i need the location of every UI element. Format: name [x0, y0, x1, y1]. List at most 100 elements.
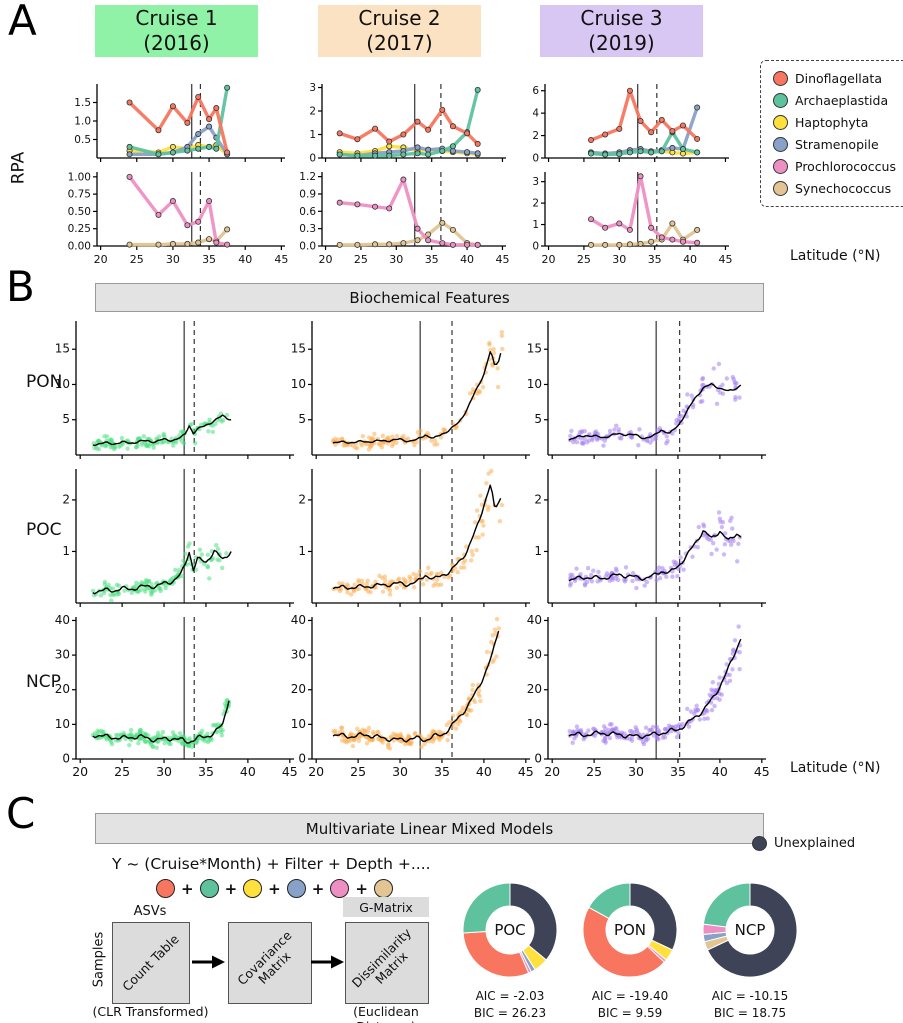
taxon-circle-icon — [156, 879, 175, 898]
count-table-box: Count Table — [112, 922, 190, 1004]
svg-text:0: 0 — [532, 153, 539, 165]
plus-sign: + — [268, 879, 281, 898]
svg-text:1: 1 — [62, 544, 70, 558]
svg-text:25: 25 — [350, 764, 366, 779]
svg-text:10: 10 — [527, 377, 542, 391]
legend-item: Prochlorococcus — [773, 159, 896, 174]
svg-text:5: 5 — [534, 412, 542, 426]
legend-label: Archaeplastida — [795, 93, 889, 108]
svg-text:0.6: 0.6 — [299, 206, 316, 218]
mixed-models-title: Multivariate Linear Mixed Models — [305, 819, 554, 838]
ncp-aic: AIC = -10.15 — [711, 989, 789, 1003]
svg-text:45: 45 — [518, 764, 534, 779]
svg-text:5: 5 — [62, 412, 70, 426]
panel-c-label: C — [6, 789, 36, 838]
donut-ncp: NCP — [702, 882, 798, 978]
pon-bic: BIC = 9.59 — [597, 1006, 663, 1021]
mixed-models-header: Multivariate Linear Mixed Models — [95, 813, 764, 844]
svg-text:1.0: 1.0 — [74, 116, 91, 128]
svg-text:40: 40 — [55, 613, 70, 627]
samples-label: Samples — [91, 931, 107, 988]
svg-text:0.9: 0.9 — [299, 188, 316, 200]
ncp-bic: BIC = 18.75 — [713, 1006, 787, 1021]
svg-text:20: 20 — [291, 682, 306, 696]
svg-text:20: 20 — [544, 764, 560, 779]
plot-ncp-cruise3: 0 10 20 30 40 20 25 30 35 40 45 — [527, 613, 770, 779]
svg-text:POC: POC — [494, 921, 525, 939]
svg-text:35: 35 — [670, 764, 686, 779]
legend-item: Dinoflagellata — [773, 71, 896, 86]
legend-swatch-icon — [773, 93, 788, 108]
svg-text:20: 20 — [308, 764, 324, 779]
legend-label: Prochlorococcus — [795, 159, 896, 174]
svg-text:1: 1 — [309, 129, 316, 141]
svg-text:0.3: 0.3 — [299, 223, 316, 235]
svg-text:10: 10 — [527, 717, 542, 731]
donut-poc: POC — [462, 882, 558, 978]
taxon-circle-icon — [243, 879, 263, 898]
clr-transformed-caption: (CLR Transformed) — [92, 1004, 209, 1019]
dissimilarity-matrix-box: Dissimilarity Matrix — [345, 922, 429, 1004]
legend-label: Synechococcus — [795, 181, 892, 196]
svg-text:0.00: 0.00 — [68, 241, 91, 253]
row-label-poc: POC — [26, 520, 62, 540]
legend-label: Dinoflagellata — [795, 71, 882, 86]
svg-text:20: 20 — [94, 253, 108, 266]
plot-pon-cruise1: 5 10 15 — [55, 321, 294, 459]
plus-sign: + — [311, 879, 325, 898]
asvs-label: ASVs — [133, 904, 167, 919]
model-formula: Y ~ (Cruise*Month) + Filter + Depth +...… — [112, 855, 431, 873]
svg-text:35: 35 — [425, 253, 439, 266]
poc-aic: AIC = -2.03 — [475, 989, 545, 1003]
svg-text:30: 30 — [291, 648, 306, 662]
svg-text:30: 30 — [166, 253, 180, 266]
flow-arrow-icon — [311, 955, 344, 969]
legend-label: Stramenopile — [795, 137, 879, 152]
svg-text:35: 35 — [434, 764, 450, 779]
svg-text:10: 10 — [55, 377, 70, 391]
svg-text:2: 2 — [309, 106, 316, 118]
plot-ncp-cruise1: 0 10 20 30 40 20 25 30 35 40 45 — [55, 613, 298, 779]
plot-rpa-eukaryote-cruise2: 0 1 2 3 — [309, 82, 506, 165]
latitude-axis-label-a: Latitude (°N) — [790, 248, 881, 264]
cruise-1-year: (2016) — [143, 31, 210, 55]
row-label-pon: PON — [26, 372, 63, 392]
taxon-circle-icon — [286, 879, 306, 898]
legend-item: Stramenopile — [773, 137, 896, 152]
svg-text:0.75: 0.75 — [68, 189, 91, 201]
svg-text:2: 2 — [534, 492, 542, 506]
cruise-3-title: Cruise 3 — [580, 6, 663, 30]
plus-sign: + — [224, 879, 238, 898]
taxa-legend: Dinoflagellata Archaeplastida Haptophyta St… — [760, 60, 903, 207]
svg-text:25: 25 — [586, 764, 602, 779]
pon-aic: AIC = -19.40 — [591, 989, 669, 1003]
svg-text:0: 0 — [62, 752, 70, 766]
svg-text:2: 2 — [298, 492, 306, 506]
svg-text:30: 30 — [392, 764, 408, 779]
svg-text:45: 45 — [718, 253, 732, 266]
g-matrix-label: G-Matrix — [343, 897, 429, 917]
taxon-circle-icon — [373, 879, 393, 898]
latitude-axis-label-b: Latitude (°N) — [790, 760, 881, 776]
unexplained-swatch — [752, 836, 767, 851]
svg-text:1: 1 — [532, 219, 539, 231]
svg-text:2: 2 — [532, 198, 539, 210]
rpa-axis-label: RPA — [8, 151, 29, 185]
legend-swatch-icon — [773, 159, 788, 174]
svg-text:40: 40 — [683, 253, 697, 266]
svg-text:35: 35 — [202, 253, 216, 266]
svg-text:0: 0 — [532, 241, 539, 253]
svg-text:20: 20 — [319, 253, 333, 266]
plot-ncp-cruise2: 0 10 20 30 40 20 25 30 35 40 45 — [291, 613, 534, 779]
svg-text:10: 10 — [291, 717, 306, 731]
plus-sign: + — [355, 879, 368, 898]
plus-sign: + — [181, 879, 194, 898]
svg-text:25: 25 — [130, 253, 144, 266]
panel-b-label: B — [6, 262, 35, 311]
unexplained-label: Unexplained — [774, 836, 856, 851]
svg-text:20: 20 — [55, 682, 70, 696]
count-table-label: Count Table — [119, 931, 182, 994]
svg-text:3: 3 — [309, 82, 316, 94]
svg-text:40: 40 — [240, 764, 256, 779]
